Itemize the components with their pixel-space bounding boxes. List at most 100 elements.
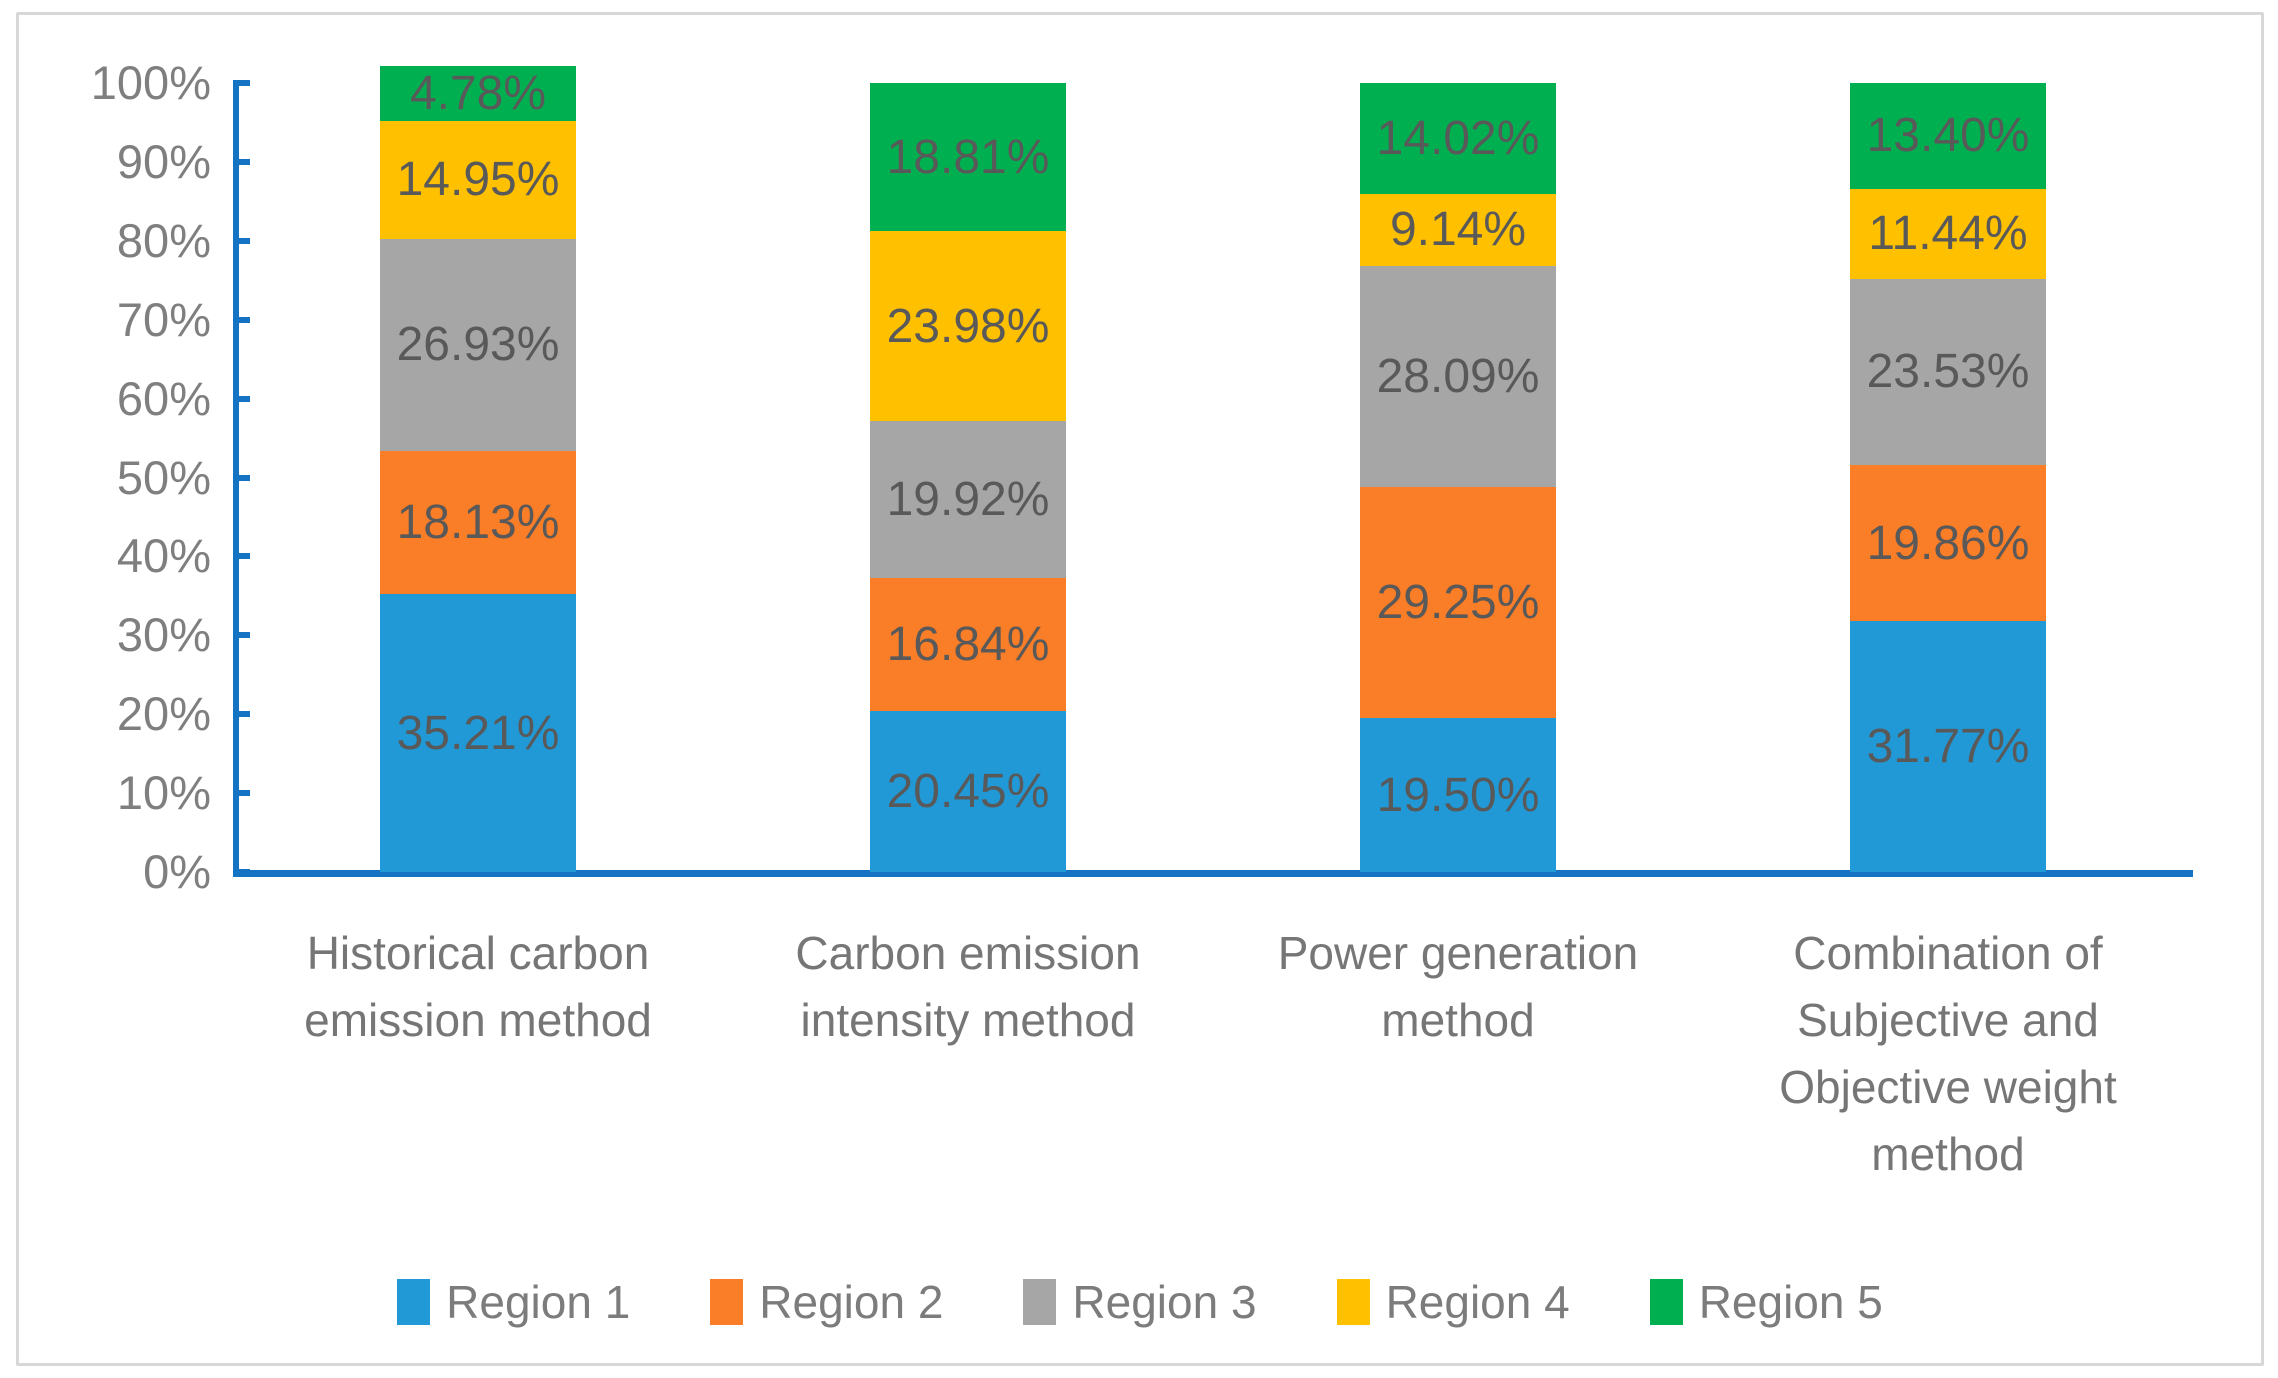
y-axis-tick: [233, 553, 250, 560]
bar-segment-label: 20.45%: [886, 764, 1050, 818]
y-axis-tick-label: 60%: [116, 371, 211, 425]
stacked-bar: 31.77% 19.86% 23.53% 11.44% 13.40%: [1850, 83, 2046, 872]
y-axis-tick-label: 0%: [143, 845, 211, 898]
category-label-line: Subjective and: [1797, 994, 2099, 1046]
bar-segment: 19.92%: [870, 420, 1066, 578]
y-axis-labels: 0% 10% 20% 30% 40% 50% 60% 70% 80% 90% 100%: [19, 56, 211, 898]
bar-segment: 14.95%: [380, 120, 576, 239]
category-label: Power generation method: [1213, 920, 1703, 1054]
bar-segment-label: 28.09%: [1376, 350, 1540, 404]
bar-segment: 18.81%: [870, 83, 1066, 232]
bar-segment: 35.21%: [380, 594, 576, 872]
legend-item: Region 4: [1336, 1275, 1570, 1329]
y-axis-tick-label: 70%: [116, 292, 211, 346]
legend-swatch: [397, 1279, 431, 1325]
bar-segment-label: 29.25%: [1376, 576, 1540, 630]
figure-frame: 0% 10% 20% 30% 40% 50% 60% 70% 80% 90% 100% 35.21%…: [16, 12, 2264, 1366]
legend-label: Region 1: [446, 1276, 631, 1328]
bar-segment: 26.93%: [380, 238, 576, 452]
bar-segment-label: 23.98%: [886, 299, 1050, 353]
legend-item: Region 2: [710, 1275, 943, 1329]
bar-segment: 28.09%: [1360, 265, 1556, 488]
stacked-bar: 20.45% 16.84% 19.92% 23.98% 18.81%: [870, 83, 1066, 872]
category-label-line: Combination of: [1793, 927, 2103, 979]
plot-area: 35.21% 18.13% 26.93% 14.95% 4.78% 20.45% 16.84…: [233, 65, 2193, 877]
legend-swatch: [1023, 1279, 1057, 1325]
bar-segment-label: 35.21%: [396, 706, 560, 760]
bar-segment-label: 9.14%: [1389, 203, 1527, 257]
category-label-line: Carbon emission: [795, 927, 1141, 979]
legend-label: Region 2: [759, 1276, 944, 1328]
bar-segment: 23.98%: [870, 231, 1066, 421]
legend-item: Region 1: [397, 1275, 630, 1329]
bar-segment-label: 14.02%: [1376, 111, 1540, 165]
bar-segment: 14.02%: [1360, 83, 1556, 194]
legend-swatch: [710, 1279, 744, 1325]
bar-segment: 4.78%: [380, 65, 576, 121]
stacked-bar: 19.50% 29.25% 28.09% 9.14% 14.02%: [1360, 83, 1556, 872]
category-label-line: emission method: [304, 994, 652, 1046]
bar-segment-label: 4.78%: [409, 66, 547, 120]
bar-segment: 18.13%: [380, 451, 576, 595]
bar-segment-label: 19.86%: [1866, 516, 2030, 570]
bar-segment: 16.84%: [870, 577, 1066, 711]
y-axis-tick: [233, 80, 250, 86]
category-label-line: method: [1871, 1128, 2025, 1180]
bar-segment: 13.40%: [1850, 83, 2046, 189]
y-axis-tick: [233, 632, 250, 639]
category-label: Combination of Subjective and Objective we…: [1703, 920, 2193, 1188]
bar-segment-label: 18.13%: [396, 496, 560, 550]
y-axis-tick: [233, 869, 250, 875]
y-axis-tick-label: 100%: [90, 56, 211, 109]
bar-segment-label: 19.50%: [1376, 768, 1540, 822]
y-axis-tick: [233, 474, 250, 481]
bar-segment-label: 19.92%: [886, 472, 1050, 526]
category-label: Historical carbon emission method: [233, 920, 723, 1054]
bar-segment: 19.50%: [1360, 718, 1556, 872]
category-label: Carbon emission intensity method: [723, 920, 1213, 1054]
legend-item: Region 5: [1649, 1275, 1883, 1329]
y-axis-tick-label: 90%: [116, 134, 211, 188]
y-axis-tick-label: 30%: [116, 608, 211, 662]
legend-label: Region 3: [1072, 1276, 1257, 1328]
bar-segment-label: 14.95%: [396, 153, 560, 207]
legend-swatch: [1336, 1279, 1370, 1325]
x-axis-line: [233, 870, 2193, 877]
legend-swatch: [1649, 1279, 1683, 1325]
y-axis-tick-label: 20%: [116, 687, 211, 741]
bar-segment-label: 18.81%: [886, 130, 1050, 184]
bar-segment: 23.53%: [1850, 279, 2046, 465]
bar-segment-label: 23.53%: [1866, 345, 2030, 399]
y-axis-tick: [233, 237, 250, 244]
bar-segment-label: 31.77%: [1866, 720, 2030, 774]
bar-segment: 11.44%: [1850, 188, 2046, 280]
bar-segment: 19.86%: [1850, 464, 2046, 622]
bar-segment: 9.14%: [1360, 193, 1556, 266]
y-axis-tick-label: 10%: [116, 766, 211, 820]
category-label-line: intensity method: [800, 994, 1136, 1046]
y-axis-tick: [233, 158, 250, 165]
y-axis-tick: [233, 395, 250, 402]
y-axis-tick: [233, 316, 250, 323]
category-label-line: method: [1381, 994, 1535, 1046]
y-axis-tick: [233, 711, 250, 718]
y-axis-tick-label: 80%: [116, 213, 211, 267]
bar-segment-label: 13.40%: [1866, 109, 2030, 163]
bar-segment: 31.77%: [1850, 621, 2046, 872]
bar-segment-label: 11.44%: [1868, 207, 2028, 261]
y-axis-tick-label: 50%: [116, 450, 211, 504]
bar-segment: 29.25%: [1360, 487, 1556, 719]
bar-segment-label: 26.93%: [396, 318, 560, 372]
y-axis-tick: [233, 790, 250, 797]
legend-item: Region 3: [1023, 1275, 1257, 1329]
legend: Region 1 Region 2 Region 3 Region 4 Region 5: [19, 1267, 2261, 1337]
bar-segment: 20.45%: [870, 710, 1066, 872]
category-label-line: Historical carbon: [306, 927, 650, 979]
category-label-line: Objective weight: [1779, 1061, 2117, 1113]
legend-label: Region 5: [1698, 1276, 1883, 1328]
stacked-bar: 35.21% 18.13% 26.93% 14.95% 4.78%: [380, 65, 576, 872]
y-axis-tick-label: 40%: [116, 529, 211, 583]
category-label-line: Power generation: [1277, 927, 1639, 979]
bar-segment-label: 16.84%: [886, 617, 1050, 671]
legend-label: Region 4: [1385, 1276, 1570, 1328]
